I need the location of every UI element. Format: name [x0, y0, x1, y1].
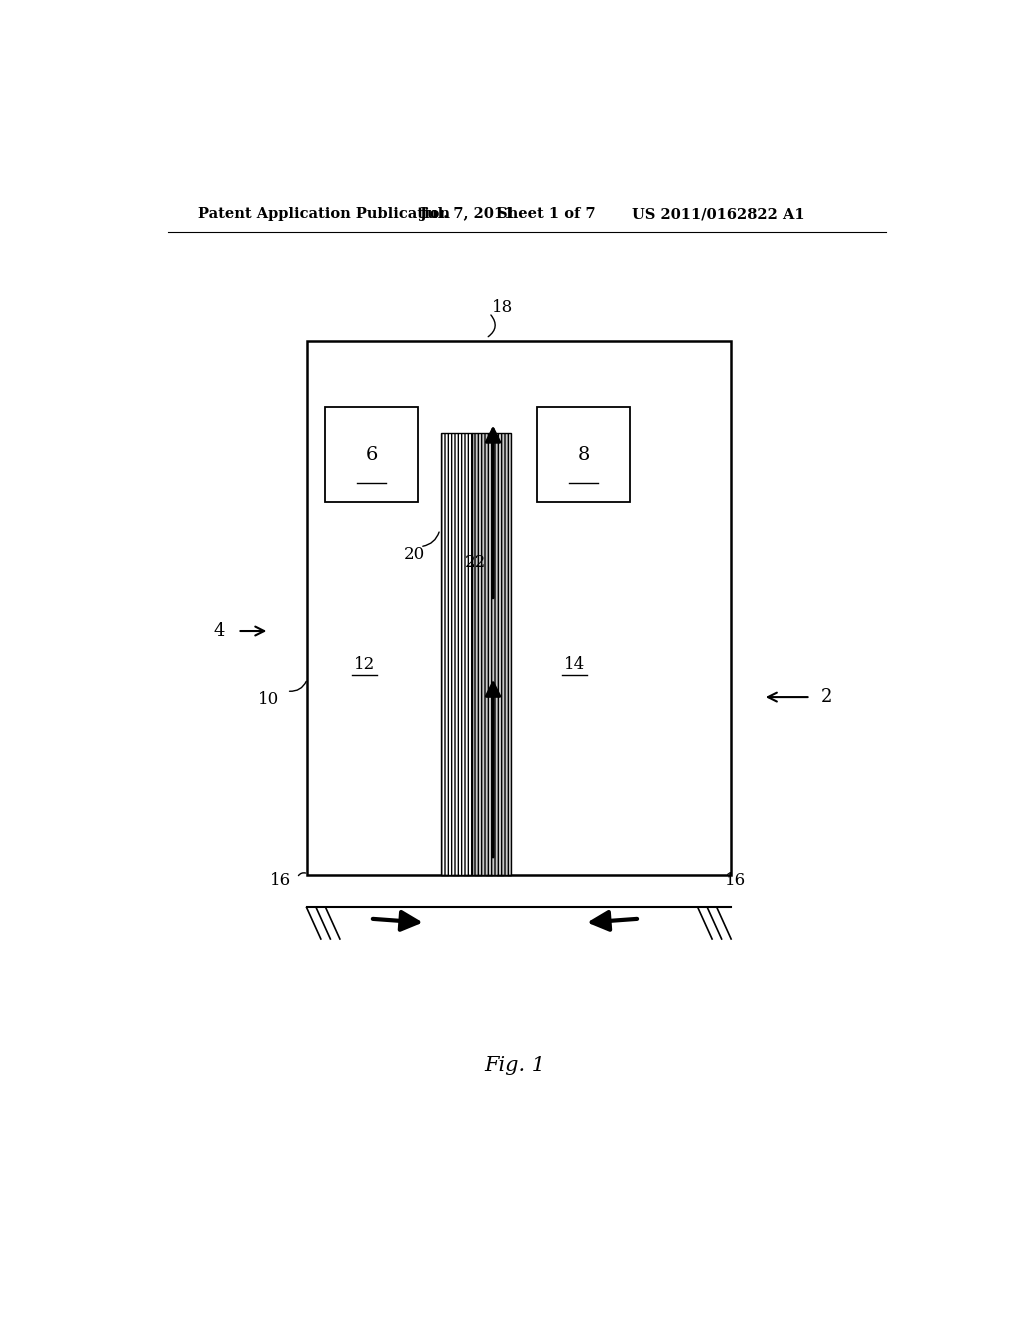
Text: Sheet 1 of 7: Sheet 1 of 7: [497, 207, 596, 222]
Text: Patent Application Publication: Patent Application Publication: [198, 207, 450, 222]
Text: 6: 6: [366, 446, 378, 463]
Bar: [325, 408, 419, 502]
Text: 8: 8: [578, 446, 590, 463]
Text: 18: 18: [492, 300, 513, 317]
Bar: [306, 342, 731, 875]
Text: 14: 14: [564, 656, 586, 673]
Text: 22: 22: [465, 554, 486, 572]
Bar: [537, 408, 631, 502]
Text: Fig. 1: Fig. 1: [484, 1056, 545, 1074]
Text: 20: 20: [404, 546, 425, 564]
Bar: [472, 433, 511, 875]
Text: 2: 2: [820, 688, 833, 706]
Text: 16: 16: [725, 871, 745, 888]
Text: Jul. 7, 2011: Jul. 7, 2011: [420, 207, 514, 222]
Text: 12: 12: [354, 656, 375, 673]
Text: US 2011/0162822 A1: US 2011/0162822 A1: [632, 207, 805, 222]
Text: 16: 16: [269, 871, 291, 888]
Text: 10: 10: [257, 690, 279, 708]
Text: 4: 4: [214, 622, 225, 640]
Bar: [441, 433, 472, 875]
